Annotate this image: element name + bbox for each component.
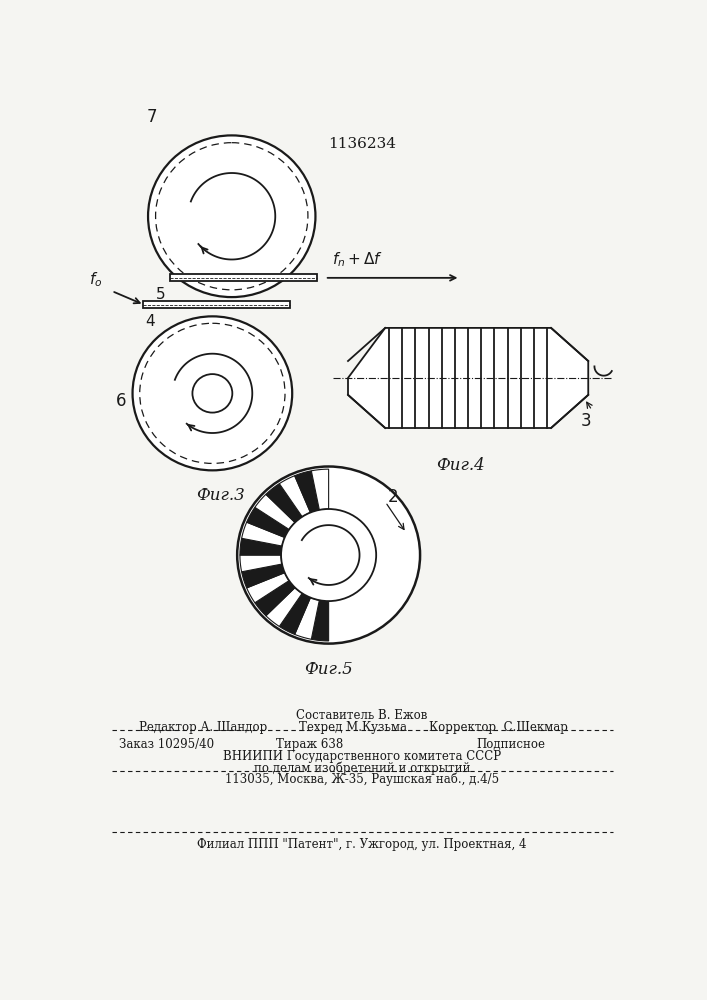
Text: 2: 2: [388, 488, 399, 506]
Text: Составитель В. Ежов: Составитель В. Ежов: [296, 709, 428, 722]
Polygon shape: [348, 328, 588, 428]
Polygon shape: [255, 494, 295, 529]
Polygon shape: [240, 555, 282, 572]
Polygon shape: [242, 564, 285, 588]
Polygon shape: [279, 476, 310, 517]
Text: Фиг.4: Фиг.4: [436, 457, 485, 474]
Ellipse shape: [281, 509, 376, 601]
Text: 113035, Москва, Ж-35, Раушская наб., д.4/5: 113035, Москва, Ж-35, Раушская наб., д.4…: [225, 773, 499, 786]
Ellipse shape: [132, 316, 292, 470]
Text: Заказ 10295/40: Заказ 10295/40: [119, 738, 214, 751]
Text: Техред М.Кузьма: Техред М.Кузьма: [299, 721, 407, 734]
Ellipse shape: [148, 135, 315, 297]
Polygon shape: [279, 593, 310, 634]
Polygon shape: [255, 581, 295, 616]
Text: Фиг.3: Фиг.3: [196, 487, 245, 504]
Polygon shape: [247, 507, 289, 537]
Text: Редактор А. Шандор: Редактор А. Шандор: [139, 721, 267, 734]
Polygon shape: [295, 598, 320, 639]
Text: по делам изобретений и открытий: по делам изобретений и открытий: [254, 761, 470, 775]
Text: $f_n+\Delta f$: $f_n+\Delta f$: [332, 250, 383, 269]
Polygon shape: [311, 469, 329, 510]
Text: 3: 3: [580, 412, 591, 430]
Bar: [170, 274, 317, 281]
Text: Фиг.5: Фиг.5: [304, 661, 353, 678]
Text: Тираж 638: Тираж 638: [276, 738, 343, 751]
Text: 4: 4: [145, 314, 155, 329]
Text: 6: 6: [116, 392, 127, 410]
Text: 5: 5: [156, 287, 166, 302]
Text: $f_o$: $f_o$: [89, 271, 103, 289]
Text: ВНИИПИ Государственного комитета СССР: ВНИИПИ Государственного комитета СССР: [223, 750, 501, 763]
Text: Филиал ППП "Патент", г. Ужгород, ул. Проектная, 4: Филиал ППП "Патент", г. Ужгород, ул. Про…: [197, 838, 527, 851]
Polygon shape: [242, 522, 285, 546]
Polygon shape: [311, 600, 329, 641]
Polygon shape: [240, 538, 282, 555]
Ellipse shape: [237, 466, 420, 644]
Polygon shape: [266, 588, 302, 626]
Text: Подписное: Подписное: [476, 738, 545, 751]
Text: 1136234: 1136234: [328, 137, 396, 151]
Text: 7: 7: [146, 108, 157, 126]
Polygon shape: [266, 484, 302, 522]
Bar: [143, 301, 290, 308]
Polygon shape: [247, 573, 289, 603]
Text: Корректор  С.Шекмар: Корректор С.Шекмар: [429, 721, 568, 734]
Polygon shape: [295, 471, 320, 513]
